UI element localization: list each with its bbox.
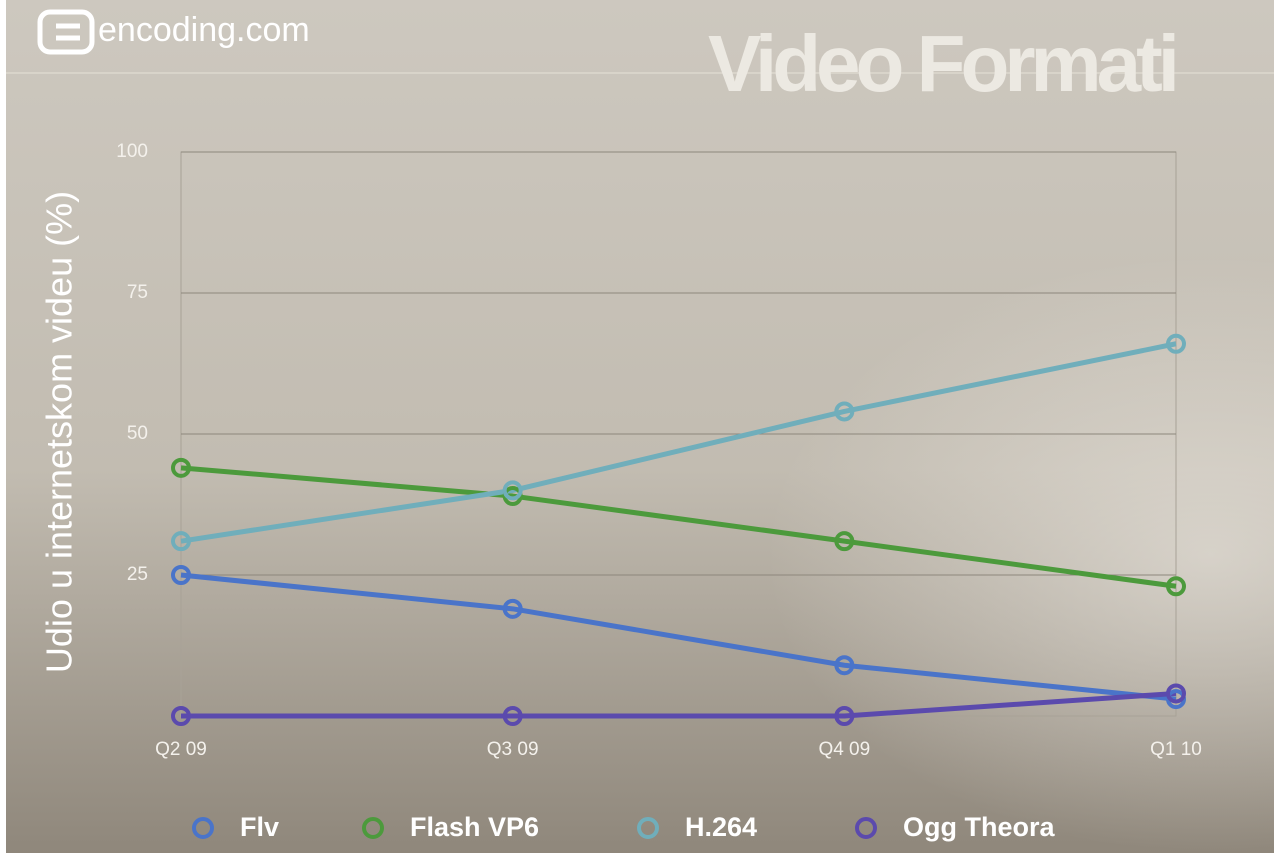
- y-axis-label: Udio u internetskom videu (%): [39, 191, 80, 673]
- series-line: [180, 572, 1177, 702]
- point-marker: [502, 480, 523, 501]
- y-tick-label: 75: [127, 282, 148, 303]
- x-tick-label: Q3 09: [487, 739, 539, 760]
- series-line: [180, 341, 1177, 544]
- legend-label: Flash VP6: [410, 812, 539, 842]
- point-marker: [171, 457, 191, 478]
- legend-label: H.264: [685, 812, 757, 842]
- point-marker: [834, 401, 855, 422]
- legend-label: Ogg Theora: [903, 812, 1055, 842]
- point-marker: [1166, 333, 1186, 354]
- point-marker: [1166, 683, 1186, 704]
- x-tick-label: Q2 09: [155, 739, 207, 760]
- point-marker: [834, 531, 855, 552]
- x-tick-label: Q4 09: [818, 739, 870, 760]
- x-tick-label: Q1 10: [1150, 739, 1202, 760]
- series-line: [181, 690, 1177, 719]
- point-marker: [502, 706, 523, 726]
- point-marker: [171, 565, 191, 585]
- series-line: [180, 465, 1177, 589]
- background-glow: [6, 0, 1274, 853]
- point-marker: [834, 655, 855, 676]
- point-marker: [1166, 576, 1186, 597]
- chart-title: Video Formati: [708, 19, 1175, 108]
- y-tick-label: 25: [127, 564, 148, 585]
- legend-marker: [362, 817, 384, 839]
- brand: encoding.com: [98, 11, 310, 49]
- legend-marker: [637, 817, 659, 839]
- logo-icon: [37, 9, 95, 55]
- y-tick-label: 50: [127, 423, 148, 444]
- y-tick-label: 100: [116, 141, 148, 162]
- point-marker: [171, 706, 191, 726]
- legend-marker: [855, 817, 877, 839]
- legend-label: Flv: [240, 812, 279, 842]
- point-marker: [171, 531, 191, 552]
- point-marker: [834, 706, 855, 726]
- logo-icon-lines: [56, 23, 80, 41]
- point-marker: [502, 598, 523, 619]
- legend-marker: [192, 817, 214, 839]
